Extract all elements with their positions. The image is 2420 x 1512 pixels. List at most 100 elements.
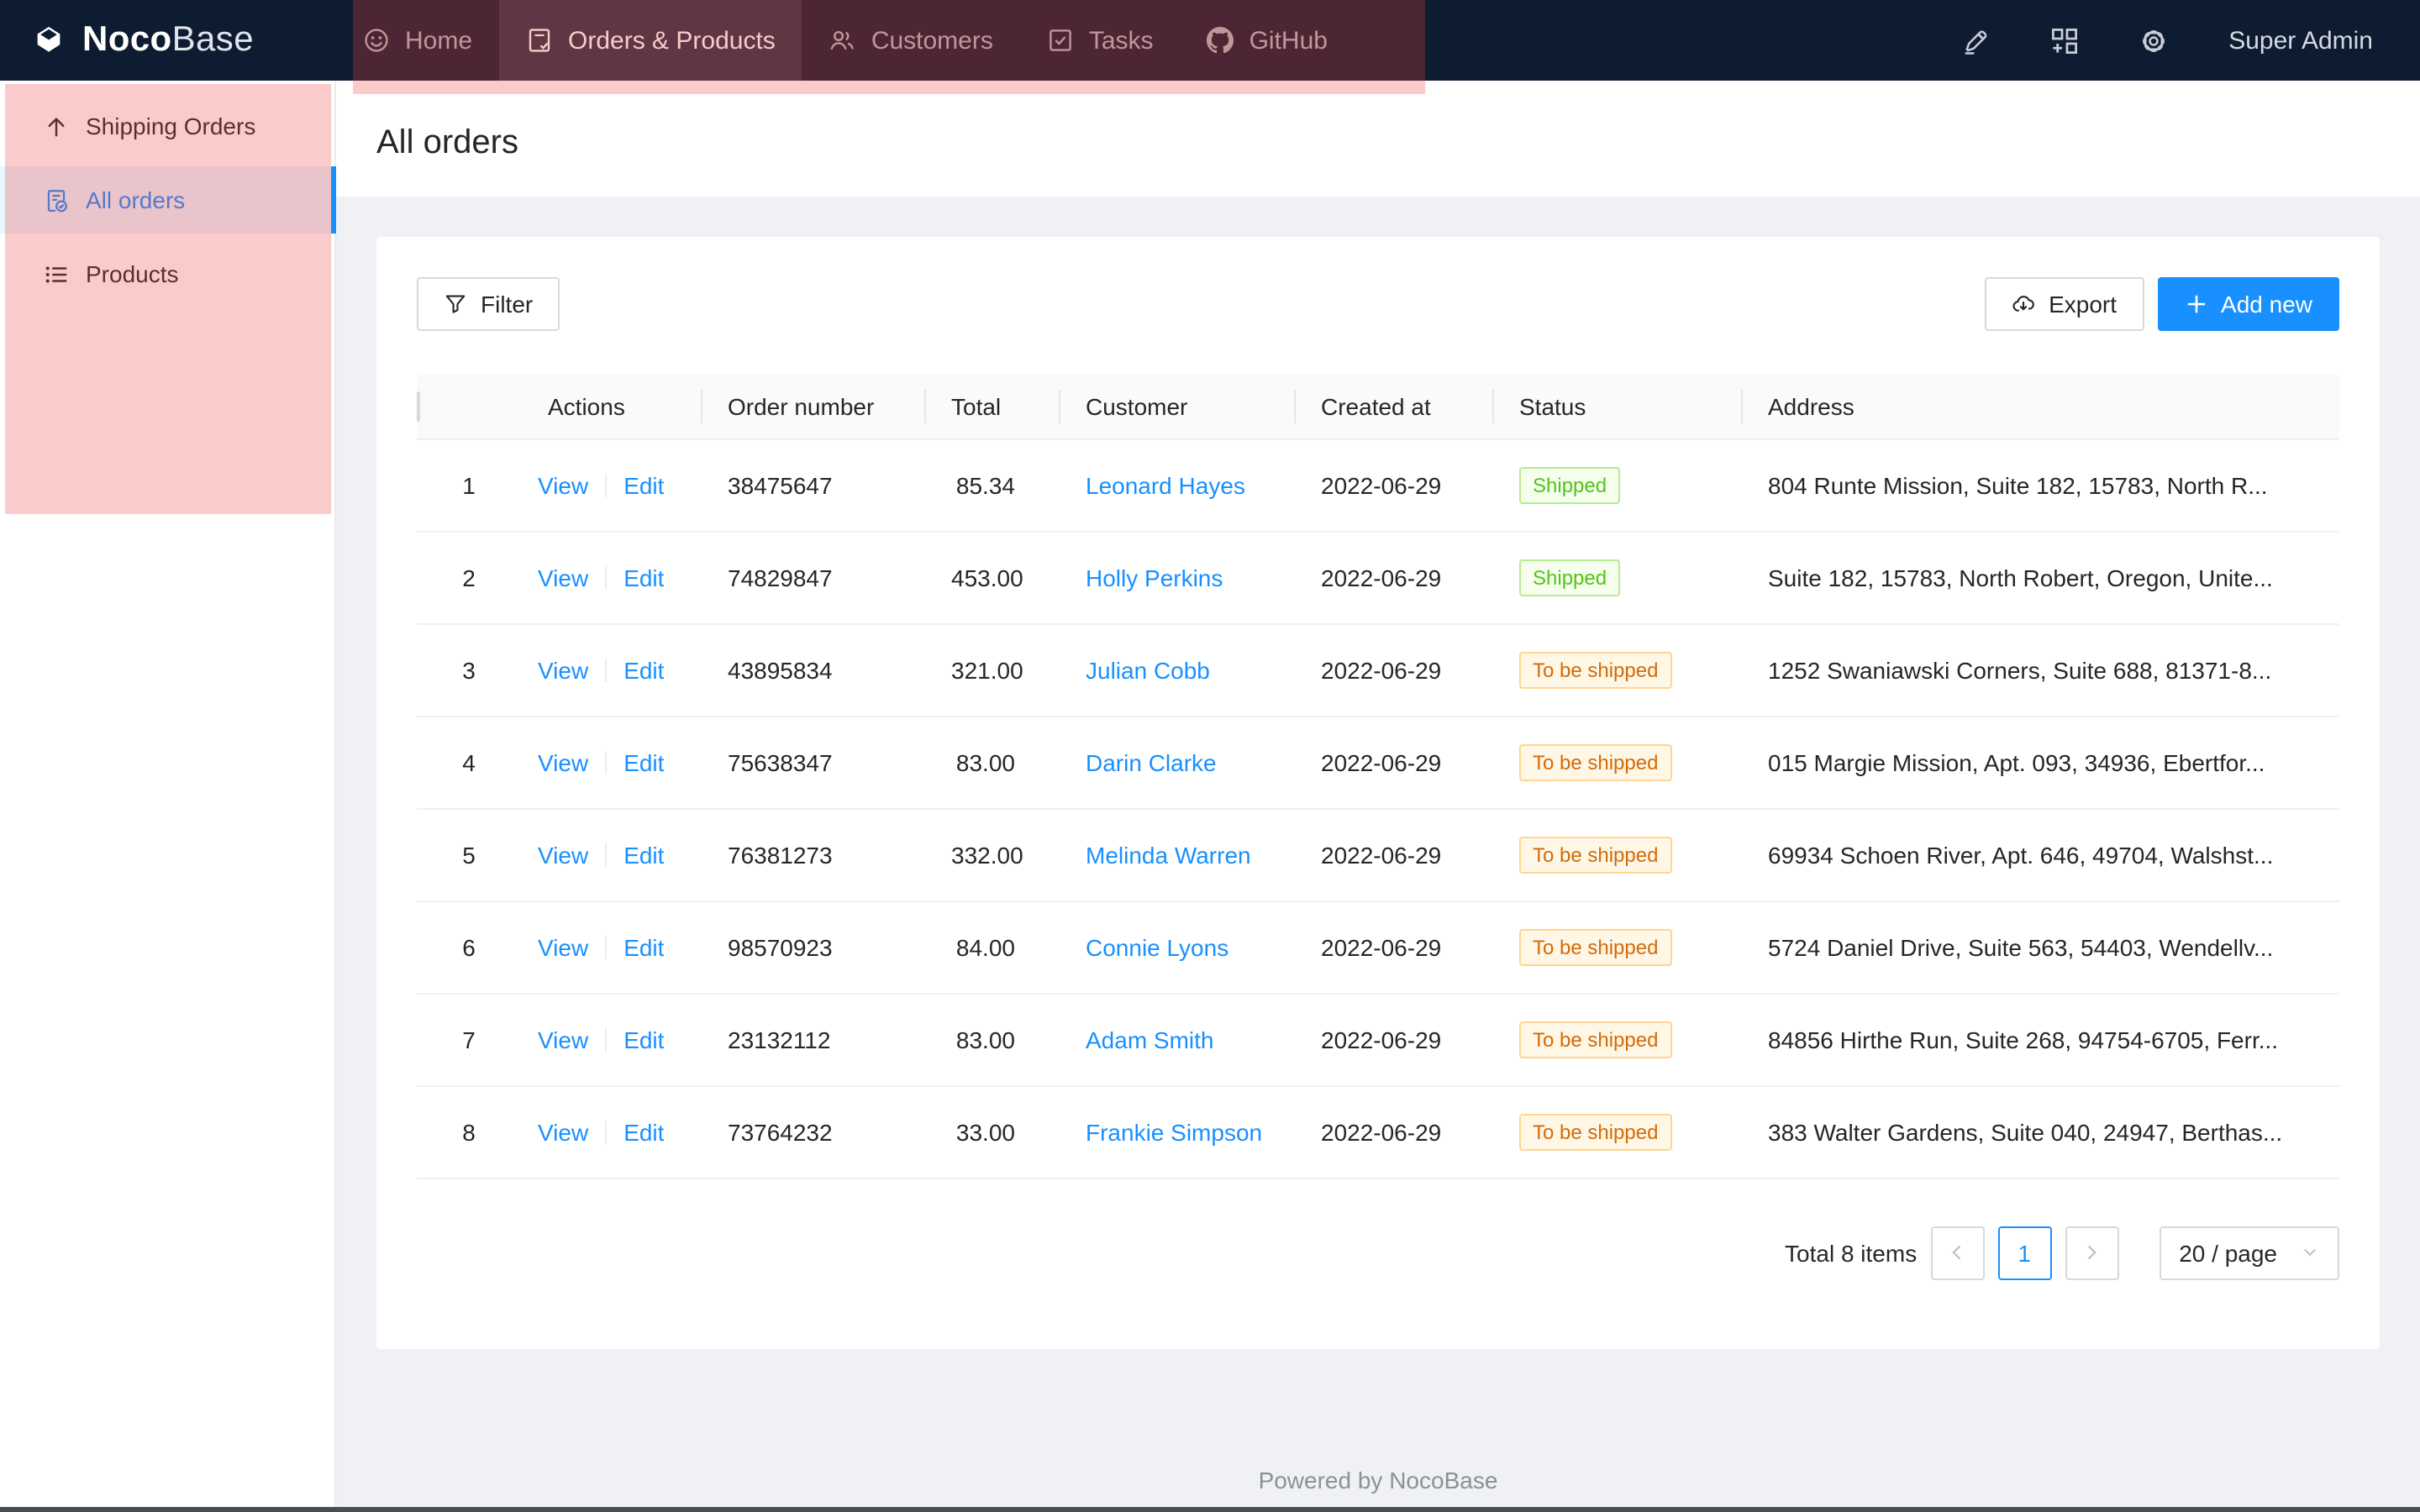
orders-card: Filter Export Add new [376,237,2380,1349]
address-cell: 804 Runte Mission, Suite 182, 15783, Nor… [1741,438,2339,532]
customer-link[interactable]: Adam Smith [1086,1026,1214,1053]
edit-link[interactable]: Edit [623,1118,665,1145]
top-nav: Home Orders & Products Customers Tasks [336,0,1355,81]
settings-icon[interactable] [2139,26,2168,55]
edit-link[interactable]: Edit [623,564,665,591]
actions-divider [605,658,608,681]
customer-cell: Frankie Simpson [1059,1085,1294,1179]
address-cell: 69934 Schoen River, Apt. 646, 49704, Wal… [1741,808,2339,901]
view-link[interactable]: View [538,656,589,683]
brand-bold: Noco [82,20,172,59]
view-link[interactable]: View [538,748,589,775]
column-header-customer: Customer [1059,375,1294,439]
customer-link[interactable]: Connie Lyons [1086,933,1229,960]
edit-link[interactable]: Edit [623,933,665,960]
table-row: 4 View Edit 75638347 83.00 Darin Clarke 2022-0… [417,716,2339,809]
customer-link[interactable]: Holly Perkins [1086,564,1223,591]
user-menu[interactable]: Super Admin [2228,26,2373,55]
brand-light: Base [171,20,254,59]
view-link[interactable]: View [538,933,589,960]
filter-button[interactable]: Filter [417,277,560,331]
next-page-button[interactable] [2065,1226,2119,1279]
nav-item-tasks[interactable]: Tasks [1020,0,1181,81]
nav-item-home[interactable]: Home [336,0,499,81]
edit-link[interactable]: Edit [623,471,665,498]
sidebar-item-products[interactable]: Products [0,240,334,307]
customer-link[interactable]: Melinda Warren [1086,841,1251,868]
select-all-checkbox[interactable] [417,391,420,422]
nav-item-orders-products[interactable]: Orders & Products [499,0,802,81]
column-header-actions: Actions [521,375,701,439]
app-header: NocoBase Home Orders & Products Customer… [0,0,2420,81]
row-actions: View Edit [521,531,701,624]
table-row: 7 View Edit 23132112 83.00 Adam Smith 2022-06-… [417,993,2339,1086]
order-number-cell: 38475647 [701,438,924,532]
status-cell: To be shipped [1492,900,1741,994]
plus-icon [2184,292,2207,316]
highlighter-icon[interactable] [1961,26,1990,55]
edit-link[interactable]: Edit [623,748,665,775]
table-row: 8 View Edit 73764232 33.00 Frankie Simpson 202… [417,1085,2339,1179]
form-icon [526,27,553,54]
pagination-total: Total 8 items [1785,1239,1918,1266]
team-icon [829,27,856,54]
header-right: Super Admin [1961,0,2420,81]
customer-link[interactable]: Leonard Hayes [1086,471,1245,498]
view-link[interactable]: View [538,564,589,591]
customer-link[interactable]: Julian Cobb [1086,656,1210,683]
table-row: 3 View Edit 43895834 321.00 Julian Cobb 2022-0… [417,623,2339,717]
created-at-cell: 2022-06-29 [1294,716,1492,809]
customer-cell: Adam Smith [1059,993,1294,1086]
status-cell: To be shipped [1492,993,1741,1086]
customer-cell: Leonard Hayes [1059,438,1294,532]
chevron-right-icon [2082,1243,2101,1262]
customer-link[interactable]: Darin Clarke [1086,748,1217,775]
orders-table: Actions Order number Total Customer Crea… [417,375,2339,1179]
page-1-button[interactable]: 1 [1997,1226,2052,1279]
column-header-created-at: Created at [1294,375,1492,439]
sidebar-item-all-orders[interactable]: All orders [0,166,336,234]
row-actions: View Edit [521,623,701,717]
total-cell: 453.00 [924,531,1059,624]
status-cell: To be shipped [1492,1085,1741,1179]
address-cell: Suite 182, 15783, North Robert, Oregon, … [1741,531,2339,624]
view-link[interactable]: View [538,471,589,498]
customer-cell: Connie Lyons [1059,900,1294,994]
sidebar-item-shipping-orders[interactable]: Shipping Orders [0,92,334,160]
total-cell: 84.00 [924,900,1059,994]
row-index: 4 [417,716,521,809]
appstore-add-icon[interactable] [2050,26,2079,55]
nocobase-logo[interactable]: NocoBase [0,0,336,81]
address-cell: 5724 Daniel Drive, Suite 563, 54403, Wen… [1741,900,2339,994]
add-new-button[interactable]: Add new [2157,277,2339,331]
view-link[interactable]: View [538,841,589,868]
select-all-header [417,375,521,439]
order-number-cell: 76381273 [701,808,924,901]
customer-link[interactable]: Frankie Simpson [1086,1118,1263,1145]
edit-link[interactable]: Edit [623,656,665,683]
edit-link[interactable]: Edit [623,841,665,868]
created-at-cell: 2022-06-29 [1294,900,1492,994]
table-row: 5 View Edit 76381273 332.00 Melinda Warren 202… [417,808,2339,901]
table-header-row: Actions Order number Total Customer Crea… [417,375,2339,439]
table-body: 1 View Edit 38475647 85.34 Leonard Hayes 2022-… [417,438,2339,1179]
total-cell: 33.00 [924,1085,1059,1179]
view-link[interactable]: View [538,1118,589,1145]
customer-cell: Julian Cobb [1059,623,1294,717]
page-size-select[interactable]: 20 / page [2159,1226,2339,1279]
nav-item-label: Home [405,26,473,55]
row-index: 8 [417,1085,521,1179]
chevron-down-icon [2301,1243,2319,1262]
previous-page-button[interactable] [1930,1226,1985,1279]
nav-item-github[interactable]: GitHub [1181,0,1355,81]
view-link[interactable]: View [538,1026,589,1053]
row-actions: View Edit [521,900,701,994]
export-button[interactable]: Export [1985,277,2144,331]
edit-link[interactable]: Edit [623,1026,665,1053]
filter-button-label: Filter [481,291,534,318]
row-index: 5 [417,808,521,901]
nav-item-customers[interactable]: Customers [802,0,1020,81]
table-row: 1 View Edit 38475647 85.34 Leonard Hayes 2022-… [417,438,2339,532]
column-header-address: Address [1741,375,2339,439]
row-index: 2 [417,531,521,624]
